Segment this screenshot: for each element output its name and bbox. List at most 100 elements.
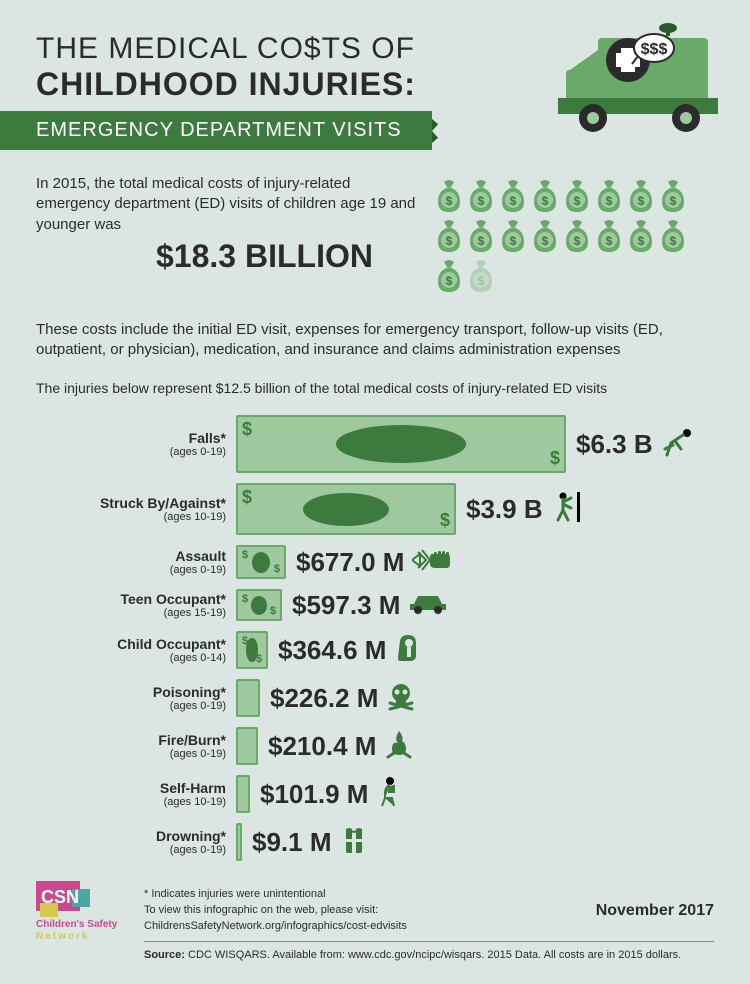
source-text: CDC WISQARS. Available from: www.cdc.gov…	[188, 949, 681, 961]
svg-text:$: $	[542, 194, 549, 208]
vest-icon	[340, 825, 368, 860]
bar-name: Self-Harm	[160, 780, 226, 796]
bar-row: Drowning* (ages 0-19) $9.1 M	[236, 823, 714, 861]
dollar-bill-icon: $$	[236, 483, 456, 535]
svg-text:Children's Safety: Children's Safety	[36, 919, 118, 930]
money-bag-icon: $	[434, 178, 464, 214]
svg-text:$$$: $$$	[641, 41, 668, 58]
bar-row: Fire/Burn* (ages 0-19) $210.4 M	[236, 727, 714, 765]
money-bags: $ $ $ $ $ $ $ $ $	[434, 174, 714, 294]
car-icon	[408, 590, 448, 621]
svg-text:$: $	[446, 234, 453, 248]
money-bag-icon: $	[498, 178, 528, 214]
bar-name: Teen Occupant*	[120, 591, 226, 607]
bar-label: Teen Occupant* (ages 15-19)	[120, 591, 226, 619]
money-bag-icon: $	[594, 218, 624, 254]
svg-text:$: $	[574, 194, 581, 208]
bar-ages: (ages 0-14)	[117, 652, 226, 664]
bar-ages: (ages 0-19)	[158, 748, 226, 760]
bar-label: Assault (ages 0-19)	[170, 548, 226, 576]
big-number: $18.3 BILLION	[156, 235, 416, 278]
bar-ages: (ages 10-19)	[100, 511, 226, 523]
svg-text:$: $	[478, 194, 485, 208]
bar-value: $226.2 M	[270, 683, 378, 714]
header: THE MEDICAL CO$TS OF CHILDHOOD INJURIES:…	[0, 0, 750, 150]
bar-ages: (ages 0-19)	[153, 700, 226, 712]
svg-text:Network: Network	[36, 931, 89, 942]
bar-label: Struck By/Against* (ages 10-19)	[100, 495, 226, 523]
bar-row: Child Occupant* (ages 0-14) $$ $364.6 M	[236, 631, 714, 669]
dollar-bill-icon	[236, 727, 258, 765]
dollar-bill-icon: $$	[236, 631, 268, 669]
source-label: Source:	[144, 949, 185, 961]
bar-row: Self-Harm (ages 10-19) $101.9 M	[236, 775, 714, 813]
money-bag-icon: $	[530, 218, 560, 254]
bar-label: Self-Harm (ages 10-19)	[160, 780, 226, 808]
footer-divider	[144, 941, 714, 942]
bar-value: $9.1 M	[252, 827, 332, 858]
svg-text:$: $	[574, 234, 581, 248]
bar-row: Falls* (ages 0-19) $$ $6.3 B	[236, 415, 714, 473]
intro-text: In 2015, the total medical costs of inju…	[36, 175, 415, 233]
money-bag-icon: $	[466, 258, 496, 294]
bar-ages: (ages 10-19)	[160, 796, 226, 808]
money-bag-icon: $	[626, 178, 656, 214]
description-para2: The injuries below represent $12.5 billi…	[36, 379, 714, 398]
money-bag-icon: $	[434, 258, 464, 294]
money-bag-icon: $	[530, 178, 560, 214]
bar-value: $6.3 B	[576, 429, 653, 460]
bar-ages: (ages 0-19)	[156, 844, 226, 856]
money-bag-icon: $	[658, 178, 688, 214]
svg-text:$: $	[638, 234, 645, 248]
footer-date: November 2017	[596, 899, 714, 922]
svg-text:$: $	[446, 194, 453, 208]
bar-row: Teen Occupant* (ages 15-19) $$ $597.3 M	[236, 589, 714, 621]
bar-label: Fire/Burn* (ages 0-19)	[158, 732, 226, 760]
fire-icon	[384, 729, 414, 764]
skull-icon	[386, 681, 416, 716]
dollar-bill-icon	[236, 775, 250, 813]
subtitle-text: EMERGENCY DEPARTMENT VISITS	[36, 119, 402, 141]
money-bag-icon: $	[562, 218, 592, 254]
bar-value: $210.4 M	[268, 731, 376, 762]
svg-text:$: $	[510, 194, 517, 208]
dollar-bill-icon: $$	[236, 589, 282, 621]
bar-label: Falls* (ages 0-19)	[170, 430, 226, 458]
kneel-icon	[376, 776, 402, 813]
svg-text:$: $	[670, 194, 677, 208]
bars-chart: Falls* (ages 0-19) $$ $6.3 B Struck By/A…	[36, 415, 714, 861]
money-bag-icon: $	[466, 218, 496, 254]
bar-name: Struck By/Against*	[100, 495, 226, 511]
ambulance-icon: $$$	[558, 20, 728, 145]
svg-text:$: $	[510, 234, 517, 248]
bar-value: $364.6 M	[278, 635, 386, 666]
intro-section: In 2015, the total medical costs of inju…	[0, 150, 750, 861]
footer: CSN Children's Safety Network November 2…	[36, 887, 714, 964]
money-bag-icon: $	[562, 178, 592, 214]
bar-name: Falls*	[170, 430, 226, 446]
fall-icon	[661, 425, 695, 464]
money-bag-icon: $	[658, 218, 688, 254]
svg-text:$: $	[478, 234, 485, 248]
bar-value: $597.3 M	[292, 590, 400, 621]
money-bag-icon: $	[498, 218, 528, 254]
dollar-bill-icon	[236, 823, 242, 861]
bar-name: Fire/Burn*	[158, 732, 226, 748]
dollar-bill-icon	[236, 679, 260, 717]
csn-logo: CSN Children's Safety Network	[36, 881, 134, 957]
svg-text:$: $	[670, 234, 677, 248]
bar-ages: (ages 0-19)	[170, 446, 226, 458]
subtitle-banner: EMERGENCY DEPARTMENT VISITS	[0, 111, 432, 150]
svg-text:$: $	[542, 234, 549, 248]
bar-ages: (ages 0-19)	[170, 564, 226, 576]
bar-value: $3.9 B	[466, 494, 543, 525]
bar-value: $677.0 M	[296, 547, 404, 578]
struck-icon	[551, 490, 585, 529]
svg-text:CSN: CSN	[41, 887, 79, 907]
bar-value: $101.9 M	[260, 779, 368, 810]
bar-row: Poisoning* (ages 0-19) $226.2 M	[236, 679, 714, 717]
money-bag-icon: $	[594, 178, 624, 214]
svg-text:$: $	[638, 194, 645, 208]
svg-text:$: $	[478, 274, 485, 288]
money-bag-icon: $	[626, 218, 656, 254]
